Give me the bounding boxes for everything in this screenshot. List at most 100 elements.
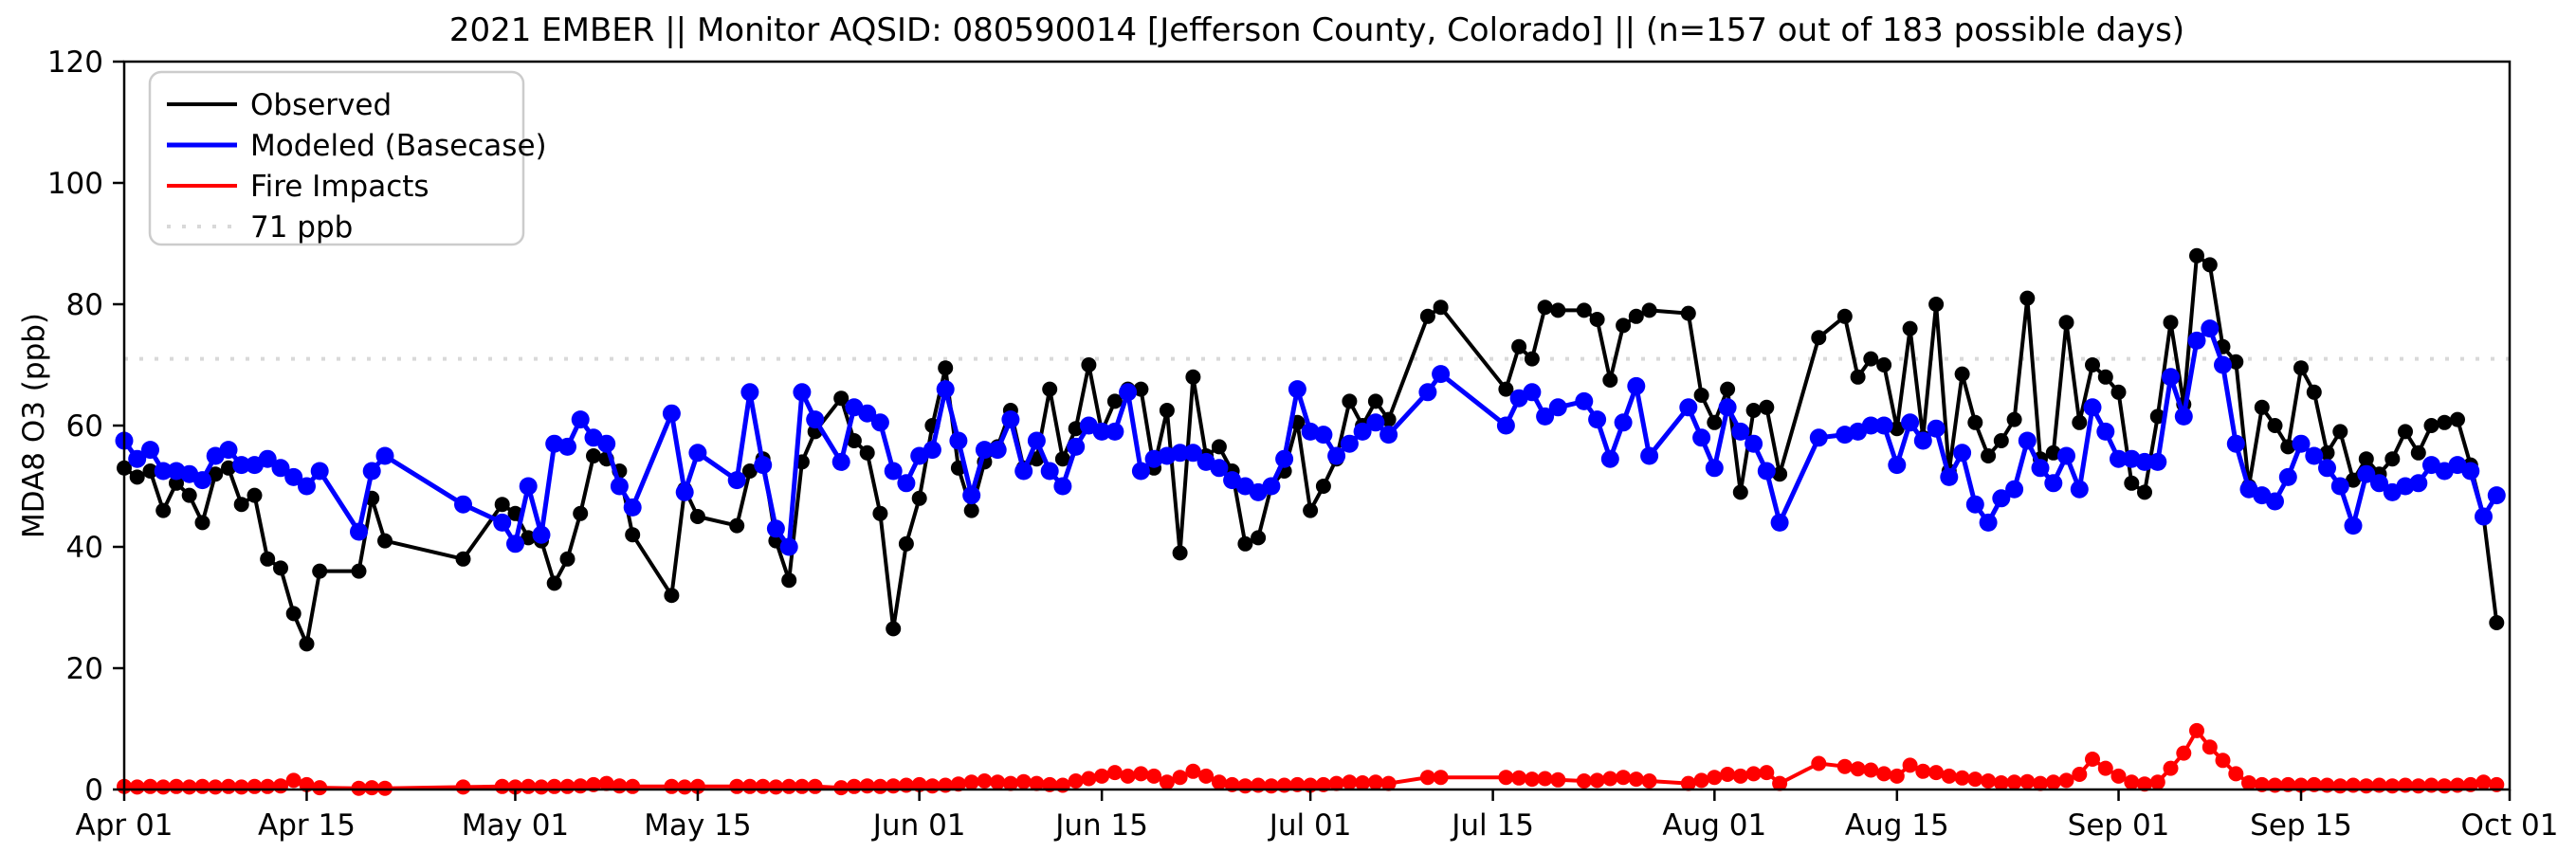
- data-point-marker: [194, 778, 210, 794]
- data-point-marker: [806, 410, 825, 429]
- data-point-marker: [2332, 778, 2348, 794]
- data-point-marker: [897, 474, 916, 493]
- data-point-marker: [1600, 449, 1619, 468]
- data-point-marker: [886, 621, 902, 637]
- data-point-marker: [284, 467, 303, 486]
- data-point-marker: [2019, 290, 2036, 306]
- data-point-marker: [559, 551, 575, 567]
- data-point-marker: [846, 778, 862, 794]
- data-point-marker: [1314, 426, 1333, 445]
- data-point-marker: [612, 778, 628, 794]
- data-point-marker: [141, 441, 159, 460]
- data-point-marker: [1379, 426, 1398, 445]
- data-point-marker: [128, 449, 147, 468]
- data-point-marker: [2201, 739, 2218, 755]
- data-point-marker: [1913, 431, 1932, 450]
- data-point-marker: [1861, 416, 1880, 435]
- data-point-marker: [859, 778, 875, 794]
- data-point-marker: [2189, 247, 2204, 263]
- data-point-marker: [689, 509, 705, 524]
- x-tick-label: Jul 01: [1268, 808, 1352, 843]
- data-point-marker: [312, 780, 328, 796]
- data-point-marker: [1067, 437, 1086, 456]
- data-point-marker: [2266, 492, 2284, 511]
- data-point-marker: [1068, 421, 1084, 437]
- data-point-marker: [2057, 446, 2075, 465]
- data-point-marker: [194, 515, 210, 531]
- data-point-marker: [1002, 775, 1018, 791]
- axes: 0 20 40 60 80 100 120 Apr 01 Apr 15 May 01 May 15 J…: [47, 45, 2559, 843]
- data-point-marker: [1418, 383, 1437, 402]
- data-point-marker: [2085, 752, 2100, 767]
- data-point-marker: [858, 404, 877, 423]
- data-point-marker: [2096, 422, 2115, 441]
- data-point-marker: [351, 780, 367, 796]
- data-point-marker: [362, 462, 381, 481]
- data-point-marker: [2135, 452, 2154, 471]
- data-point-marker: [2019, 773, 2036, 789]
- data-point-marker: [546, 778, 562, 794]
- series-fire-impacts: [117, 722, 2505, 796]
- data-point-marker: [924, 778, 941, 794]
- data-point-marker: [1576, 302, 1592, 318]
- data-point-marker: [1380, 411, 1397, 427]
- data-point-marker: [506, 535, 524, 554]
- data-point-marker: [1146, 768, 1162, 784]
- data-point-marker: [2006, 774, 2022, 790]
- data-point-marker: [1498, 770, 1514, 786]
- data-point-marker: [598, 775, 614, 791]
- data-point-marker: [1433, 770, 1449, 786]
- data-point-marker: [155, 779, 172, 795]
- data-point-marker: [219, 441, 238, 460]
- data-point-marker: [833, 780, 850, 796]
- x-tick-label: Jun 15: [1053, 808, 1148, 843]
- data-point-marker: [375, 446, 394, 465]
- data-point-marker: [2344, 517, 2363, 535]
- data-point-marker: [1511, 770, 1527, 786]
- x-tick-label: Jul 15: [1450, 808, 1534, 843]
- data-point-marker: [1251, 530, 1267, 546]
- data-point-marker: [1367, 774, 1383, 790]
- data-point-marker: [1745, 403, 1762, 418]
- data-point-marker: [1759, 765, 1775, 781]
- data-point-marker: [532, 525, 551, 544]
- data-point-marker: [1889, 421, 1905, 437]
- data-point-marker: [1131, 462, 1150, 481]
- data-point-marker: [285, 772, 301, 789]
- data-point-marker: [2280, 439, 2296, 455]
- data-point-marker: [2489, 615, 2505, 630]
- data-point-marker: [727, 471, 746, 490]
- data-point-marker: [1172, 545, 1188, 561]
- data-point-marker: [247, 778, 263, 794]
- x-tick-label: Jun 01: [871, 808, 966, 843]
- data-point-marker: [1757, 462, 1776, 481]
- data-point-marker: [2437, 778, 2453, 794]
- data-point-marker: [1027, 431, 1046, 450]
- data-point-marker: [193, 471, 211, 490]
- data-point-marker: [1993, 433, 2009, 448]
- data-point-marker: [1263, 778, 1279, 794]
- data-point-marker: [884, 462, 903, 481]
- data-point-marker: [247, 487, 263, 503]
- data-point-marker: [1928, 297, 1945, 312]
- data-point-marker: [1419, 770, 1435, 786]
- y-tick-label: 40: [66, 531, 103, 565]
- data-point-marker: [2176, 745, 2192, 761]
- data-point-marker: [2174, 407, 2193, 426]
- data-point-marker: [310, 462, 329, 481]
- data-point-marker: [1119, 383, 1138, 402]
- data-point-marker: [351, 563, 367, 579]
- data-point-marker: [519, 477, 538, 496]
- data-point-marker: [2214, 355, 2232, 374]
- data-point-marker: [2006, 411, 2022, 427]
- data-point-marker: [2228, 354, 2244, 370]
- data-point-marker: [846, 433, 862, 448]
- data-point-marker: [2070, 480, 2089, 499]
- data-point-marker: [142, 778, 158, 794]
- y-tick-label: 80: [66, 288, 103, 322]
- data-point-marker: [1731, 422, 1750, 441]
- series-modeled-basecase-: [115, 319, 2506, 556]
- data-point-marker: [1432, 365, 1451, 384]
